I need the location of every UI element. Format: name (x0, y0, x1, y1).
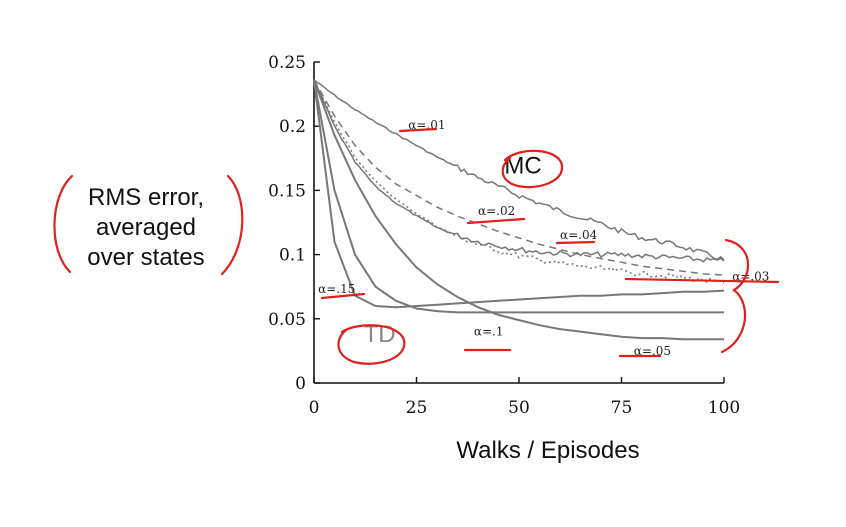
series-line-01 (313, 79, 725, 261)
mc-circle-mark (501, 149, 564, 189)
right-bracket-mark (220, 174, 244, 276)
series-line-1 (313, 79, 724, 314)
td-circle-mark (337, 324, 406, 365)
underline-mark (320, 292, 366, 300)
series-line-05 (313, 79, 724, 341)
handwritten-annotations (53, 127, 780, 365)
y-tick-label: 0.2 (279, 117, 306, 137)
x-tick-label: 25 (406, 398, 428, 418)
series-label: α=.15 (318, 282, 355, 296)
x-tick-label: 100 (708, 398, 740, 418)
y-axis-title: RMS error, averaged over states (87, 184, 204, 271)
series-lines (313, 79, 725, 341)
y-tick-label: 0.05 (268, 310, 306, 330)
y-tick-label: 0.1 (279, 246, 306, 266)
y-tick-label: 0 (295, 374, 306, 394)
y-tick-label: 0.25 (268, 53, 306, 73)
x-tick-label: 0 (309, 398, 320, 418)
series-label: α=.04 (560, 228, 598, 242)
y-axis-title-line: over states (87, 244, 204, 271)
series-line-04 (313, 79, 725, 263)
y-tick-label: 0.15 (268, 181, 306, 201)
y-axis-title-line: averaged (96, 214, 196, 241)
underline-mark (555, 240, 596, 245)
y-axis-title-line: RMS error, (88, 184, 204, 211)
axes: 0 0.05 0.1 0.15 0.2 0.25 0 25 50 75 100 (268, 53, 740, 418)
x-tick-label: 50 (508, 398, 530, 418)
underline-mark (624, 277, 780, 284)
x-axis-title: Walks / Episodes (456, 437, 639, 464)
series-line-02 (313, 79, 725, 276)
series-line-15 (313, 79, 725, 309)
series-line-03 (313, 79, 725, 284)
left-bracket-mark (53, 174, 74, 274)
right-curve-bracket-mark (720, 238, 750, 354)
series-label: α=.03 (732, 269, 769, 283)
series-label: α=.02 (478, 204, 515, 218)
series-label: α=.1 (474, 324, 504, 338)
x-tick-label: 75 (611, 398, 633, 418)
series-label: α=.05 (634, 344, 671, 358)
underline-mark (466, 217, 526, 225)
underline-mark (398, 127, 438, 133)
